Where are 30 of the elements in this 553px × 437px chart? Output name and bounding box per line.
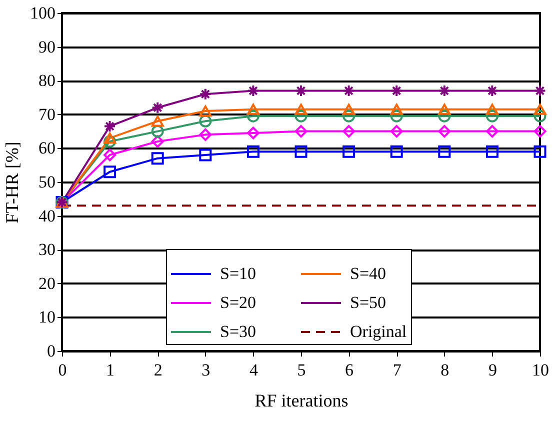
y-tick-label: 80 (38, 71, 56, 90)
x-tick-label: 3 (202, 360, 210, 380)
y-tick-label: 90 (38, 37, 56, 56)
legend-label: S=20 (220, 293, 256, 312)
y-tick-label: 70 (38, 104, 56, 124)
x-tick-label: 2 (154, 360, 162, 380)
legend-label: S=40 (350, 264, 386, 283)
y-tick-label: 30 (38, 240, 56, 260)
x-tick-label: 5 (297, 360, 306, 380)
y-tick-label: 60 (38, 138, 56, 158)
y-tick-label: 100 (30, 4, 56, 22)
x-tick-label: 6 (345, 360, 354, 380)
y-tick-label: 20 (38, 274, 56, 293)
y-tick-label: 50 (38, 172, 56, 192)
y-tick-label: 40 (38, 206, 56, 226)
y-tick-label: 10 (38, 308, 56, 327)
x-axis-title: RF iterations (254, 390, 348, 410)
x-tick-label: 0 (58, 360, 67, 380)
legend-label: S=30 (220, 322, 256, 341)
x-tick-label: 10 (532, 360, 549, 380)
x-tick-label: 1 (106, 360, 115, 380)
y-axis-title: FT-HR [%] (2, 142, 22, 224)
x-tick-label: 4 (249, 360, 258, 380)
legend-label: S=10 (220, 264, 256, 283)
legend-label: S=50 (350, 293, 386, 312)
x-tick-label: 7 (392, 360, 402, 380)
x-tick-label: 9 (488, 360, 497, 380)
x-tick-label: 8 (440, 360, 450, 380)
y-tick-label: 0 (47, 342, 56, 360)
legend-label: Original (350, 322, 407, 341)
